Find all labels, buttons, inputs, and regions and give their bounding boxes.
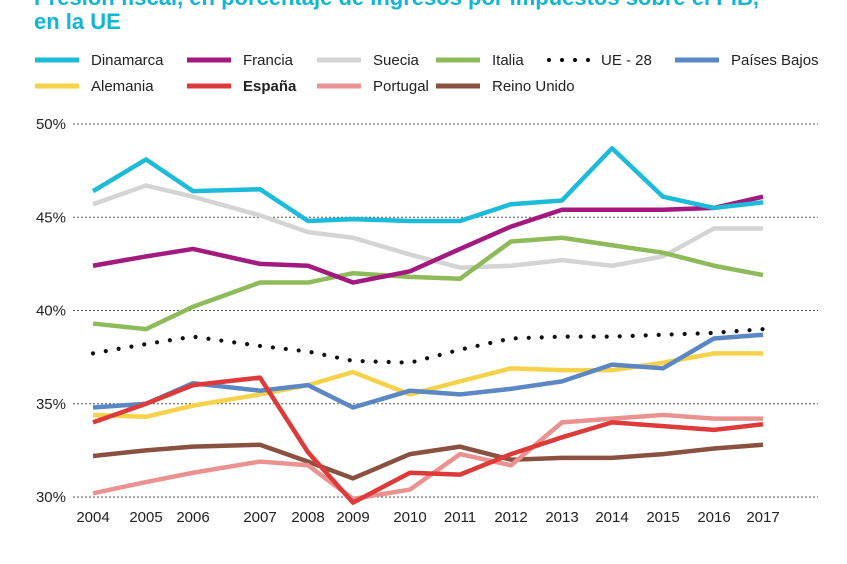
legend-label-portugal: Portugal: [373, 78, 429, 95]
chart-title-line-1: Presión fiscal, en porcentaje de ingreso…: [34, 0, 844, 10]
x-tick-label: 2008: [291, 509, 324, 526]
y-axis-tick-labels: 30% 35% 40% 45% 50%: [36, 116, 66, 506]
legend-item-alemania: Alemania: [35, 78, 154, 95]
x-tick-label: 2010: [393, 509, 426, 526]
series-espana-line: [92, 375, 764, 505]
x-tick-label: 2014: [595, 509, 628, 526]
y-tick-label: 50%: [36, 116, 66, 133]
legend-item-reino-unido: Reino Unido: [436, 78, 575, 95]
x-tick-label: 2005: [129, 509, 162, 526]
chart-title: Presión fiscal, en porcentaje de ingreso…: [34, 0, 844, 34]
legend-item-italia: Italia: [436, 52, 524, 69]
legend-item-dinamarca: Dinamarca: [35, 52, 164, 69]
legend-label-espana: España: [243, 78, 297, 95]
legend-label-italia: Italia: [492, 52, 524, 69]
legend: Dinamarca Francia Suecia Italia UE - 28 Paíse…: [35, 52, 819, 95]
series-lines: [90, 145, 766, 505]
x-tick-label: 2013: [545, 509, 578, 526]
legend-label-francia: Francia: [243, 52, 294, 69]
x-tick-label: 2016: [697, 509, 730, 526]
series-paises-bajos-line: [92, 332, 764, 410]
series-ue-28-path: [90, 327, 766, 365]
legend-label-alemania: Alemania: [91, 78, 154, 95]
y-tick-label: 30%: [36, 489, 66, 506]
x-tick-label: 2004: [76, 509, 109, 526]
x-tick-label: 2015: [646, 509, 679, 526]
x-tick-label: 2007: [243, 509, 276, 526]
legend-item-espana: España: [187, 78, 297, 95]
y-tick-label: 40%: [36, 303, 66, 320]
legend-item-ue-28: UE - 28: [546, 52, 652, 69]
legend-item-suecia: Suecia: [317, 52, 420, 69]
series-francia-line: [92, 194, 764, 285]
legend-item-portugal: Portugal: [317, 78, 429, 95]
x-tick-label: 2011: [444, 509, 476, 526]
series-alemania-line: [92, 351, 763, 420]
chart-title-line-2: en la UE: [34, 9, 121, 34]
legend-item-paises-bajos: Países Bajos: [675, 52, 819, 69]
x-tick-label: 2017: [746, 509, 779, 526]
x-tick-label: 2012: [494, 509, 527, 526]
series-italia-line: [92, 235, 764, 332]
y-tick-label: 35%: [36, 396, 66, 413]
legend-label-ue-28: UE - 28: [601, 52, 652, 69]
legend-label-paises-bajos: Países Bajos: [731, 52, 819, 69]
x-axis-tick-labels: 2004 2005 2006 2007 2008 2009 2010 2011 2012 2013…: [76, 509, 779, 526]
series-reino-unido-line: [92, 442, 764, 481]
x-tick-label: 2009: [336, 509, 369, 526]
x-tick-label: 2006: [176, 509, 209, 526]
series-dinamarca-line: [91, 145, 764, 224]
legend-item-francia: Francia: [187, 52, 294, 69]
legend-label-dinamarca: Dinamarca: [91, 52, 164, 69]
y-tick-label: 45%: [36, 209, 66, 226]
series-ue-28-line: [90, 327, 766, 365]
legend-label-reino-unido: Reino Unido: [492, 78, 575, 95]
legend-label-suecia: Suecia: [373, 52, 420, 69]
